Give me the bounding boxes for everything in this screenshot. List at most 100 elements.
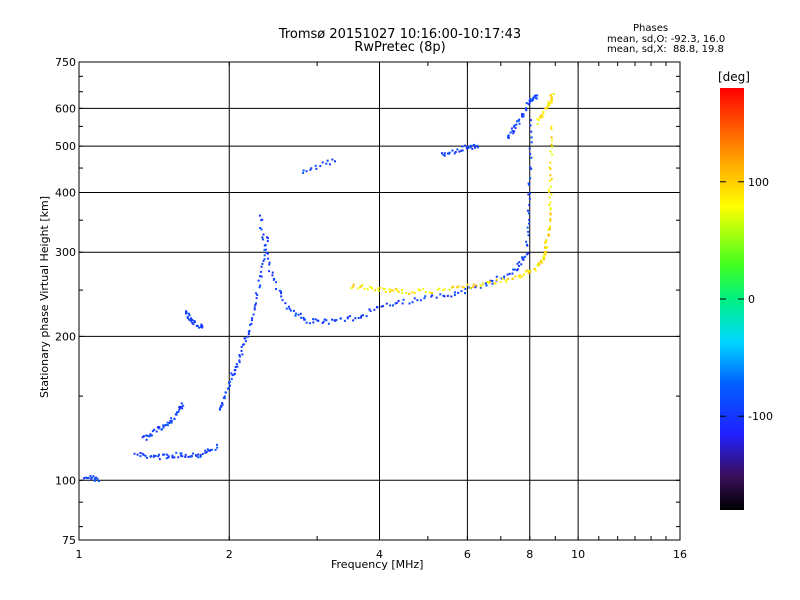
- data-point: [467, 146, 470, 149]
- data-point: [221, 401, 224, 404]
- data-point: [155, 430, 158, 433]
- data-point: [294, 312, 297, 315]
- data-point: [236, 365, 239, 368]
- data-point: [551, 145, 554, 148]
- data-point: [163, 453, 166, 456]
- data-point: [175, 451, 178, 454]
- data-point: [250, 322, 253, 325]
- data-point: [319, 165, 322, 168]
- x-axis-ticks: 1 2 4 6 8 10 16: [76, 62, 687, 561]
- phase-stat-o: mean, sd,O: -92.3, 16.0: [607, 34, 726, 45]
- data-point: [552, 93, 555, 96]
- data-point: [171, 454, 174, 457]
- data-point: [443, 154, 446, 157]
- data-point: [422, 287, 425, 290]
- x-tick-label: 10: [571, 548, 585, 561]
- data-point: [548, 196, 551, 199]
- data-point: [259, 270, 262, 273]
- data-point: [287, 305, 290, 308]
- data-point: [216, 446, 219, 449]
- data-point: [512, 268, 515, 271]
- data-point: [546, 246, 549, 249]
- data-point: [524, 270, 527, 273]
- data-point: [173, 417, 176, 420]
- y-tick-label: 600: [55, 102, 76, 115]
- data-point: [205, 451, 208, 454]
- data-point: [321, 161, 324, 164]
- data-point: [504, 279, 507, 282]
- data-point: [431, 294, 434, 297]
- data-point: [201, 325, 204, 328]
- data-point: [405, 291, 408, 294]
- data-point: [218, 408, 221, 411]
- data-point: [361, 284, 364, 287]
- data-point: [179, 405, 182, 408]
- data-point: [511, 277, 514, 280]
- data-point: [187, 312, 190, 315]
- data-point: [475, 284, 478, 287]
- data-point: [285, 307, 288, 310]
- data-point: [469, 144, 472, 147]
- data-point: [525, 240, 528, 243]
- y-tick-label: 400: [55, 186, 76, 199]
- data-point: [469, 146, 472, 149]
- data-point: [180, 452, 183, 455]
- data-point: [534, 94, 537, 97]
- data-point: [244, 340, 247, 343]
- data-point: [376, 306, 379, 309]
- data-point: [389, 304, 392, 307]
- data-point: [262, 233, 265, 236]
- data-point: [170, 419, 173, 422]
- data-point: [239, 355, 242, 358]
- data-point: [448, 288, 451, 291]
- data-point: [284, 302, 287, 305]
- data-point: [176, 411, 179, 414]
- data-point: [539, 261, 542, 264]
- data-point: [246, 335, 249, 338]
- data-point: [153, 454, 156, 457]
- data-point: [547, 100, 550, 103]
- colorbar-tick-label: 100: [748, 176, 769, 189]
- data-point: [468, 286, 471, 289]
- data-point: [518, 274, 521, 277]
- data-point: [195, 324, 198, 327]
- data-point: [177, 456, 180, 459]
- data-point: [262, 259, 265, 262]
- data-point: [517, 264, 520, 267]
- data-point: [520, 113, 523, 116]
- data-point: [343, 319, 346, 322]
- data-point: [261, 218, 264, 221]
- data-point: [373, 308, 376, 311]
- data-point: [532, 97, 535, 100]
- data-point: [300, 316, 303, 319]
- data-point: [519, 276, 522, 279]
- data-point: [509, 131, 512, 134]
- data-point: [541, 115, 544, 118]
- data-point: [255, 302, 258, 305]
- data-point: [185, 312, 188, 315]
- data-point: [536, 263, 539, 266]
- data-point: [491, 282, 494, 285]
- data-point: [408, 302, 411, 305]
- data-point: [394, 302, 397, 305]
- data-point: [177, 410, 180, 413]
- data-point: [271, 274, 274, 277]
- data-point: [453, 293, 456, 296]
- data-point: [152, 455, 155, 458]
- data-point: [485, 284, 488, 287]
- data-point: [357, 316, 360, 319]
- data-point: [527, 234, 530, 237]
- data-point: [219, 404, 222, 407]
- data-point: [460, 149, 463, 152]
- data-point: [247, 331, 250, 334]
- data-point: [417, 288, 420, 291]
- data-point: [186, 315, 189, 318]
- data-point: [528, 147, 531, 150]
- data-point: [166, 421, 169, 424]
- data-point: [529, 152, 532, 155]
- data-point: [261, 238, 264, 241]
- data-point: [545, 239, 548, 242]
- data-point: [208, 449, 211, 452]
- data-point: [551, 139, 554, 142]
- x-tick-label: 16: [673, 548, 687, 561]
